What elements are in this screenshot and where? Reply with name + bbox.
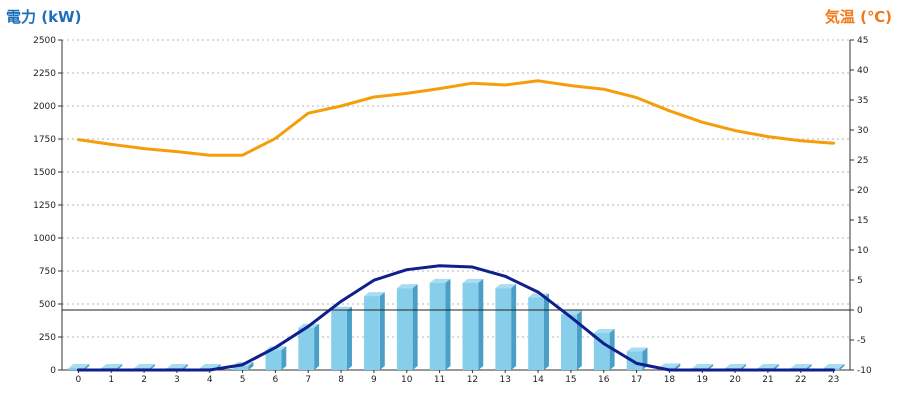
right-tick-label: 35 bbox=[857, 96, 868, 106]
x-tick-label: 5 bbox=[240, 375, 246, 385]
bar-top bbox=[167, 364, 188, 369]
right-tick-label: 0 bbox=[857, 306, 863, 316]
bar-side bbox=[511, 284, 517, 370]
x-tick-label: 9 bbox=[371, 375, 377, 385]
bar-side bbox=[314, 323, 320, 370]
x-tick-label: 18 bbox=[664, 375, 676, 385]
bar-side bbox=[675, 363, 681, 370]
x-tick-label: 21 bbox=[762, 375, 773, 385]
left-tick-label: 1250 bbox=[33, 201, 56, 211]
right-tick-label: 45 bbox=[857, 36, 868, 46]
bar bbox=[593, 333, 610, 370]
bar-top bbox=[758, 364, 779, 369]
x-tick-label: 7 bbox=[305, 375, 311, 385]
bar-top bbox=[626, 347, 648, 352]
right-tick-label: -5 bbox=[857, 336, 866, 346]
x-tick-label: 11 bbox=[434, 375, 445, 385]
x-tick-label: 0 bbox=[76, 375, 82, 385]
bar bbox=[232, 366, 249, 370]
x-tick-label: 1 bbox=[108, 375, 114, 385]
bar bbox=[331, 310, 347, 370]
x-tick-label: 22 bbox=[795, 375, 806, 385]
right-tick-label: 40 bbox=[857, 66, 869, 76]
bar bbox=[462, 282, 479, 370]
bar-top bbox=[823, 364, 845, 369]
bar-top bbox=[659, 363, 681, 368]
bar bbox=[364, 296, 380, 370]
bar-side bbox=[543, 293, 549, 370]
bar-side bbox=[445, 278, 451, 370]
left-tick-label: 1750 bbox=[33, 135, 56, 145]
left-tick-label: 1000 bbox=[33, 234, 56, 244]
power-line bbox=[76, 264, 836, 372]
x-tick-label: 23 bbox=[828, 375, 839, 385]
temperature-line bbox=[76, 79, 836, 157]
x-tick-label: 20 bbox=[729, 375, 741, 385]
right-tick-label: 15 bbox=[857, 216, 868, 226]
bar bbox=[265, 350, 282, 370]
bar-top bbox=[495, 284, 517, 289]
bar-side bbox=[281, 346, 287, 370]
right-tick-label: 25 bbox=[857, 156, 868, 166]
x-tick-label: 13 bbox=[500, 375, 511, 385]
left-tick-label: 250 bbox=[39, 333, 56, 343]
bar-top bbox=[593, 329, 615, 334]
x-tick-label: 6 bbox=[273, 375, 279, 385]
right-tick-label: 10 bbox=[857, 246, 869, 256]
left-tick-label: 0 bbox=[50, 366, 56, 376]
bar-side bbox=[576, 310, 582, 370]
right-axis-title: 気温 (℃) bbox=[824, 8, 892, 26]
left-tick-label: 1500 bbox=[33, 168, 56, 178]
left-tick-label: 2000 bbox=[33, 102, 56, 112]
right-tick-label: -10 bbox=[857, 366, 872, 376]
bar bbox=[396, 288, 413, 370]
bar-top bbox=[101, 364, 123, 369]
bar bbox=[68, 368, 85, 370]
bar-top bbox=[134, 364, 155, 369]
left-tick-label: 500 bbox=[39, 300, 56, 310]
left-tick-label: 2500 bbox=[33, 36, 56, 46]
x-tick-label: 15 bbox=[565, 375, 576, 385]
x-tick-label: 17 bbox=[631, 375, 642, 385]
x-tick-label: 2 bbox=[141, 375, 147, 385]
bar-top bbox=[396, 284, 418, 289]
bar-top bbox=[725, 364, 746, 369]
bar-side bbox=[248, 362, 254, 370]
left-axis-title: 電力 (kW) bbox=[6, 8, 82, 26]
bar bbox=[495, 288, 512, 370]
bar bbox=[429, 282, 446, 370]
x-tick-label: 3 bbox=[174, 375, 180, 385]
right-tick-label: 30 bbox=[857, 126, 869, 136]
bar bbox=[298, 327, 315, 370]
bar bbox=[561, 314, 577, 370]
bar-top bbox=[462, 278, 484, 283]
bar-side bbox=[412, 284, 418, 370]
x-tick-label: 19 bbox=[697, 375, 709, 385]
x-tick-label: 8 bbox=[338, 375, 344, 385]
x-tick-label: 4 bbox=[207, 375, 213, 385]
right-tick-label: 20 bbox=[857, 186, 869, 196]
bar-top bbox=[68, 364, 90, 369]
x-tick-label: 16 bbox=[598, 375, 610, 385]
right-tick-label: 5 bbox=[857, 276, 863, 286]
bar bbox=[528, 297, 544, 370]
bar-top bbox=[429, 278, 451, 283]
bar-side bbox=[379, 292, 385, 370]
x-tick-label: 12 bbox=[467, 375, 478, 385]
bar-top bbox=[790, 364, 812, 369]
bar-top bbox=[364, 292, 385, 297]
bar-side bbox=[478, 278, 484, 370]
left-tick-label: 750 bbox=[39, 267, 56, 277]
bar-top bbox=[692, 364, 714, 369]
x-tick-label: 10 bbox=[401, 375, 413, 385]
bar-top bbox=[199, 364, 221, 369]
x-tick-label: 14 bbox=[532, 375, 544, 385]
left-tick-label: 2250 bbox=[33, 69, 56, 79]
bar-side bbox=[839, 364, 845, 370]
bar-side bbox=[346, 306, 352, 370]
